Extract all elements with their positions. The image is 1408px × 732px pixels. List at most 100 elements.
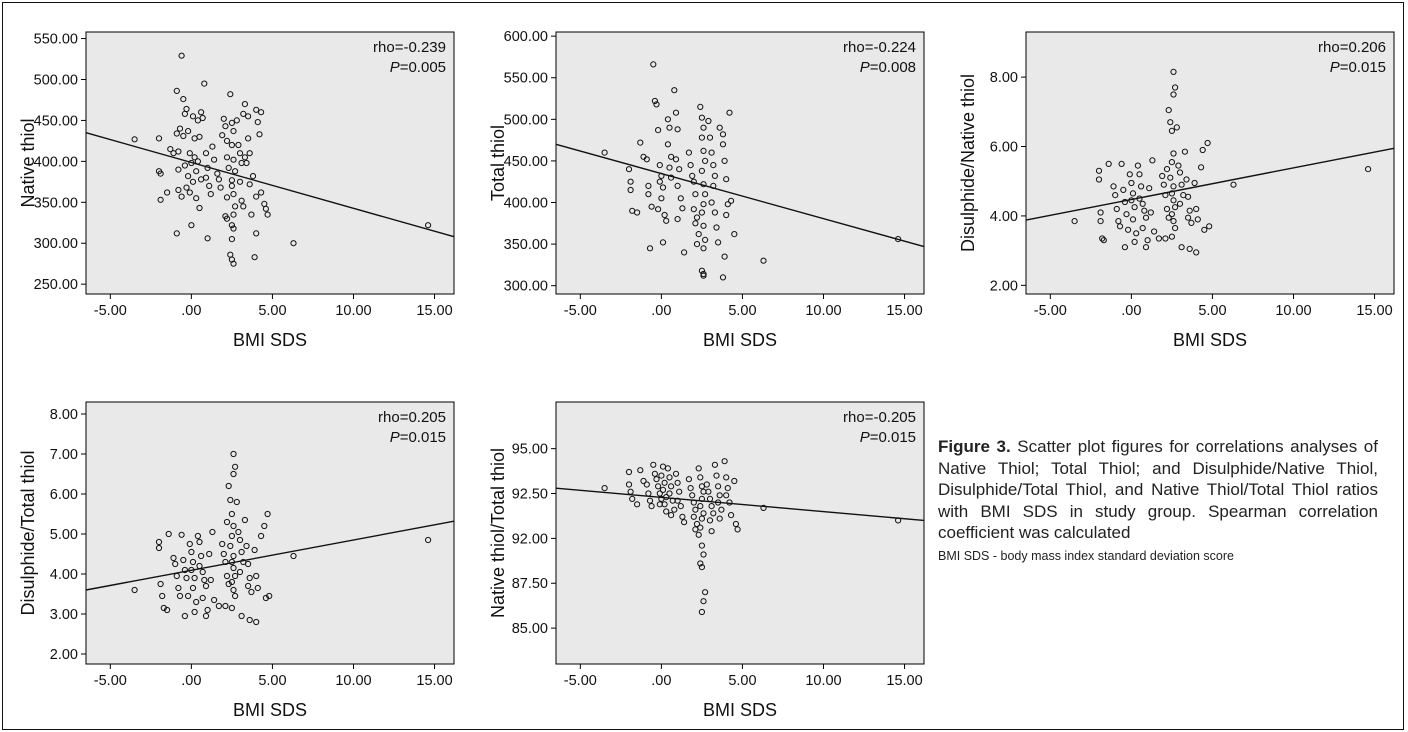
data-point [643,481,650,488]
data-point [199,568,206,576]
data-point [1170,218,1177,225]
rho-annotation: rho=0.205 [378,409,446,426]
data-point [228,532,235,540]
data-point [1110,183,1117,190]
data-point [206,182,213,189]
data-point [219,540,226,548]
data-point [1155,235,1162,242]
data-point [700,245,707,252]
data-point [656,178,663,185]
data-point [189,584,197,592]
data-point [173,230,180,237]
data-point [230,586,237,594]
data-point [692,220,699,227]
data-point [1113,205,1120,213]
data-point [645,191,652,198]
data-point [196,204,203,212]
data-point [233,117,240,124]
data-point [601,485,608,492]
data-point [685,476,692,483]
data-point [695,465,702,472]
data-point [170,554,177,562]
data-point [706,134,714,141]
y-tick-label: 3.00 [50,607,78,623]
data-point [185,173,192,180]
data-point [1144,237,1151,244]
data-point [178,193,185,200]
data-point [1186,207,1193,214]
x-axis-label: BMI SDS [233,330,307,350]
data-point [211,596,218,604]
data-point [230,522,237,530]
data-point [687,485,694,492]
plot-area [555,401,925,665]
data-point [625,468,633,476]
data-point [1165,214,1172,221]
scatter-total-thiol-svg: -5.00 .00 5.00 10.00 15.00 600.00 550.00 500.00… [488,29,925,350]
rho-annotation: rho=-0.205 [843,409,916,426]
data-point [674,479,681,486]
data-point [708,199,715,206]
data-point [230,450,237,458]
data-point [601,149,608,156]
data-point [155,544,163,552]
data-point [253,618,260,626]
data-point [251,546,258,554]
y-axis-label: Native thiol [18,118,38,207]
data-point [175,186,182,194]
data-point [1097,218,1104,225]
y-tick-label: 5.00 [50,527,78,543]
data-point [1170,150,1177,157]
p-label: P [1330,59,1340,76]
data-point [223,518,231,526]
caption-footnote: BMI SDS - body mass index standard devia… [938,548,1234,563]
y-tick-label: 450.00 [34,113,78,129]
data-point [693,214,701,221]
data-point [681,249,688,256]
x-tick-label: .00 [651,303,671,319]
p-value: =0.015 [400,429,446,446]
p-value-annotation: P=0.015 [860,429,916,446]
fit-line [85,520,455,591]
data-point [659,184,667,191]
data-point [659,239,667,246]
data-point [246,181,253,188]
y-tick-label: 450.00 [504,154,548,170]
data-point [1186,245,1193,252]
data-point [245,582,252,590]
data-point [198,552,205,560]
data-point [240,110,247,118]
data-point [157,170,164,177]
data-points [601,458,902,616]
data-point [193,598,200,606]
fit-line [555,487,925,522]
data-point [191,154,198,161]
data-point [188,222,195,229]
scatter-panel-disulphide-native: -5.00 .00 5.00 10.00 15.00 8.00 6.00 4.00 2.00 BM… [944,26,1402,376]
data-point [698,134,705,141]
data-point [189,178,197,185]
data-point [241,516,248,524]
data-point [1183,176,1190,183]
y-tick-label: 87.50 [512,576,548,592]
data-point [193,168,200,175]
y-tick-label: 2.00 [990,278,1018,294]
x-axis: -5.00 .00 5.00 10.00 15.00 [1034,294,1393,319]
x-tick-label: -5.00 [94,303,127,319]
data-point [223,572,231,580]
data-point [1095,167,1103,174]
data-point [233,498,240,506]
p-label: P [860,429,870,446]
data-point [183,184,190,191]
data-point [1100,237,1107,244]
data-point [180,132,187,140]
data-point [193,195,200,202]
data-point [173,130,180,137]
y-tick-label: 500.00 [34,72,78,88]
data-point [716,124,723,131]
y-tick-label: 95.00 [512,442,548,458]
data-point [155,135,163,142]
data-point [661,211,668,219]
data-point [249,173,257,180]
data-point [706,517,714,524]
